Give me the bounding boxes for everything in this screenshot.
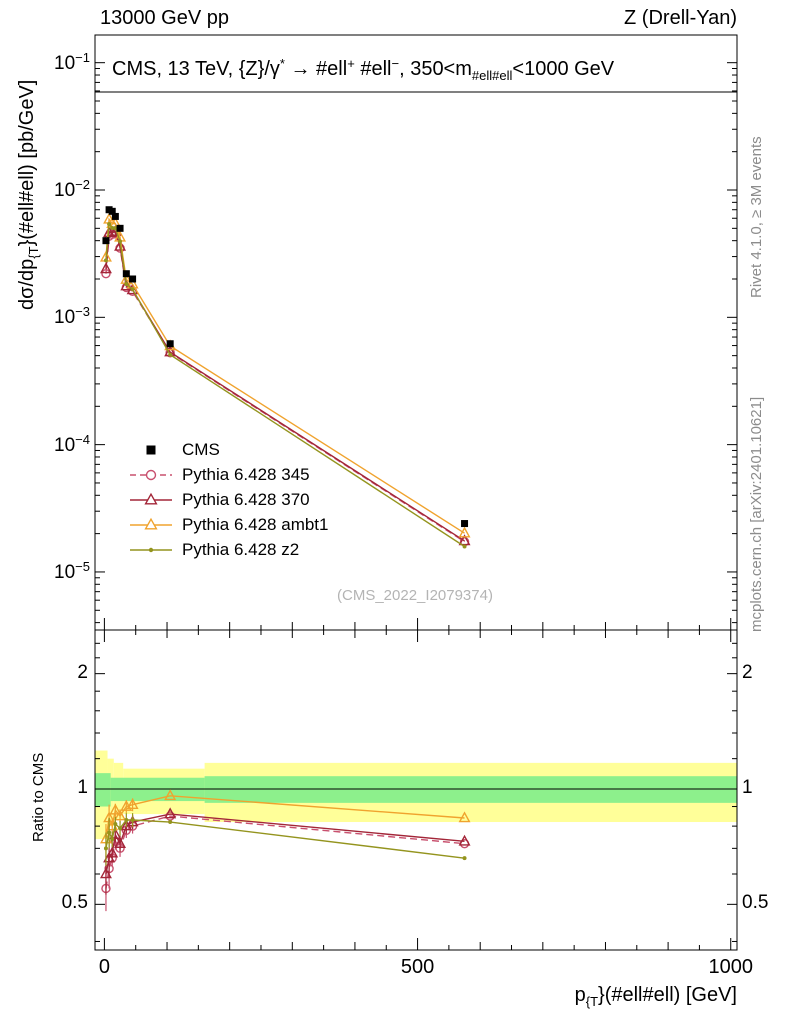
marker-pythia-6-428-370	[114, 836, 127, 848]
legend-label: Pythia 6.428 345	[182, 464, 310, 484]
marker-pythia-6-428-z2	[103, 846, 108, 851]
marker-pythia-6-428-z2	[118, 239, 123, 244]
legend-marker-pythia-6-428-370	[130, 492, 172, 504]
legend-label: Pythia 6.428 z2	[182, 539, 300, 559]
marker-pythia-6-428-ambt1	[114, 809, 127, 821]
x-axis-label: p{T}(#ell#ell) [GeV]	[575, 984, 737, 1009]
ratio-uncertainty-band-green	[95, 773, 111, 807]
marker-cms	[108, 207, 116, 215]
x-axis-label-sub: {T	[585, 994, 599, 1009]
mcplots-attribution-note: mcplots.cern.ch [arXiv:2401.10621]	[748, 396, 765, 632]
process-title: Z (Drell-Yan)	[624, 7, 737, 29]
legend-label: Pythia 6.428 ambt1	[182, 514, 329, 534]
plot-title-sub: #ell#ell	[471, 68, 513, 83]
ratio-line-pythia-6-428-370	[105, 813, 465, 875]
beam-energy-title: 13000 GeV pp	[100, 7, 229, 29]
marker-pythia-6-428-z2	[130, 818, 135, 823]
legend-label: CMS	[182, 439, 220, 459]
plot-title-text: , 350<m	[399, 58, 472, 80]
marker-pythia-6-428-370	[114, 239, 127, 251]
y-axis-label-sub: {T	[26, 246, 41, 259]
marker-pythia-6-428-z2	[113, 226, 118, 231]
marker-pythia-6-428-370	[106, 225, 119, 237]
legend-item: Pythia 6.428 370	[128, 487, 328, 512]
marker-pythia-6-428-z2	[130, 287, 135, 292]
plot-title-sup: *	[279, 56, 285, 71]
legend-item: Pythia 6.428 ambt1	[128, 512, 328, 537]
marker-pythia-6-428-ambt1	[109, 803, 122, 815]
marker-pythia-6-428-z2	[113, 822, 118, 827]
marker-pythia-6-428-345	[101, 269, 111, 279]
marker-pythia-6-428-370	[164, 807, 177, 819]
marker-cms	[111, 212, 119, 220]
series-line-pythia-6-428-ambt1	[105, 217, 465, 534]
y-axis-label-text: }(#ell#ell) [pb/GeV]	[16, 79, 38, 247]
analysis-watermark: (CMS_2022_I2079374)	[337, 587, 493, 604]
plot-title-sup: −	[391, 56, 400, 71]
marker-pythia-6-428-370	[458, 834, 471, 846]
marker-pythia-6-428-370	[99, 867, 112, 879]
marker-pythia-6-428-345	[165, 348, 175, 358]
legend-marker-pythia-6-428-345	[130, 469, 172, 480]
marker-pythia-6-428-370	[106, 846, 119, 858]
marker-pythia-6-428-ambt1	[458, 811, 471, 823]
y-axis-label-main: dσ/dp{T}(#ell#ell) [pb/GeV]	[16, 80, 41, 310]
x-axis-label-text: }(#ell#ell) [GeV]	[598, 984, 737, 1006]
marker-cms	[102, 237, 110, 245]
legend-label: Pythia 6.428 370	[182, 489, 310, 509]
x-axis-label-text: p	[574, 984, 586, 1006]
marker-pythia-6-428-z2	[118, 826, 123, 831]
marker-cms	[116, 224, 124, 232]
plot-title-sup: +	[347, 56, 355, 71]
legend-marker-pythia-6-428-z2	[130, 547, 172, 552]
y-axis-label-ratio: Ratio to CMS	[30, 752, 47, 842]
legend-marker-pythia-6-428-ambt1	[130, 517, 172, 529]
marker-pythia-6-428-z2	[168, 820, 173, 825]
marker-pythia-6-428-ambt1	[458, 526, 471, 538]
marker-pythia-6-428-z2	[107, 222, 112, 227]
marker-pythia-6-428-z2	[110, 837, 115, 842]
marker-pythia-6-428-z2	[168, 352, 173, 357]
legend-item: Pythia 6.428 345	[128, 462, 328, 487]
marker-cms	[166, 340, 174, 348]
y-axis-label-text: dσ/dp	[16, 258, 38, 310]
plot-title-text: #ell	[354, 58, 392, 80]
plot-title-text: → #ell	[284, 58, 348, 80]
ratio-line-pythia-6-428-345	[105, 815, 465, 889]
legend-item: Pythia 6.428 z2	[128, 537, 328, 562]
marker-pythia-6-428-z2	[462, 544, 467, 549]
marker-pythia-6-428-z2	[110, 225, 115, 230]
legend: CMS Pythia 6.428 345 Pythia 6.428 370 Pythi…	[128, 437, 328, 562]
ratio-panel-frame	[94, 629, 738, 951]
marker-cms	[129, 275, 137, 283]
marker-pythia-6-428-z2	[124, 282, 129, 287]
legend-item: CMS	[128, 437, 328, 462]
ratio-uncertainty-band-green	[204, 776, 738, 803]
marker-cms	[461, 520, 469, 528]
legend-marker-cms	[146, 445, 156, 454]
marker-cms	[122, 270, 130, 278]
plot-title: CMS, 13 TeV, {Z}/γ* → #ell+ #ell−, 350<m…	[112, 56, 614, 83]
marker-pythia-6-428-ambt1	[164, 789, 177, 801]
plot-title-text: <1000 GeV	[512, 58, 615, 80]
marker-pythia-6-428-z2	[124, 818, 129, 823]
marker-pythia-6-428-370	[99, 262, 112, 274]
marker-pythia-6-428-z2	[107, 830, 112, 835]
rivet-version-note: Rivet 4.1.0, ≥ 3M events	[748, 136, 765, 298]
plot-title-text: CMS, 13 TeV, {Z}/γ	[112, 58, 280, 80]
marker-pythia-6-428-z2	[462, 856, 467, 861]
marker-pythia-6-428-ambt1	[126, 798, 139, 809]
marker-pythia-6-428-z2	[103, 258, 108, 263]
